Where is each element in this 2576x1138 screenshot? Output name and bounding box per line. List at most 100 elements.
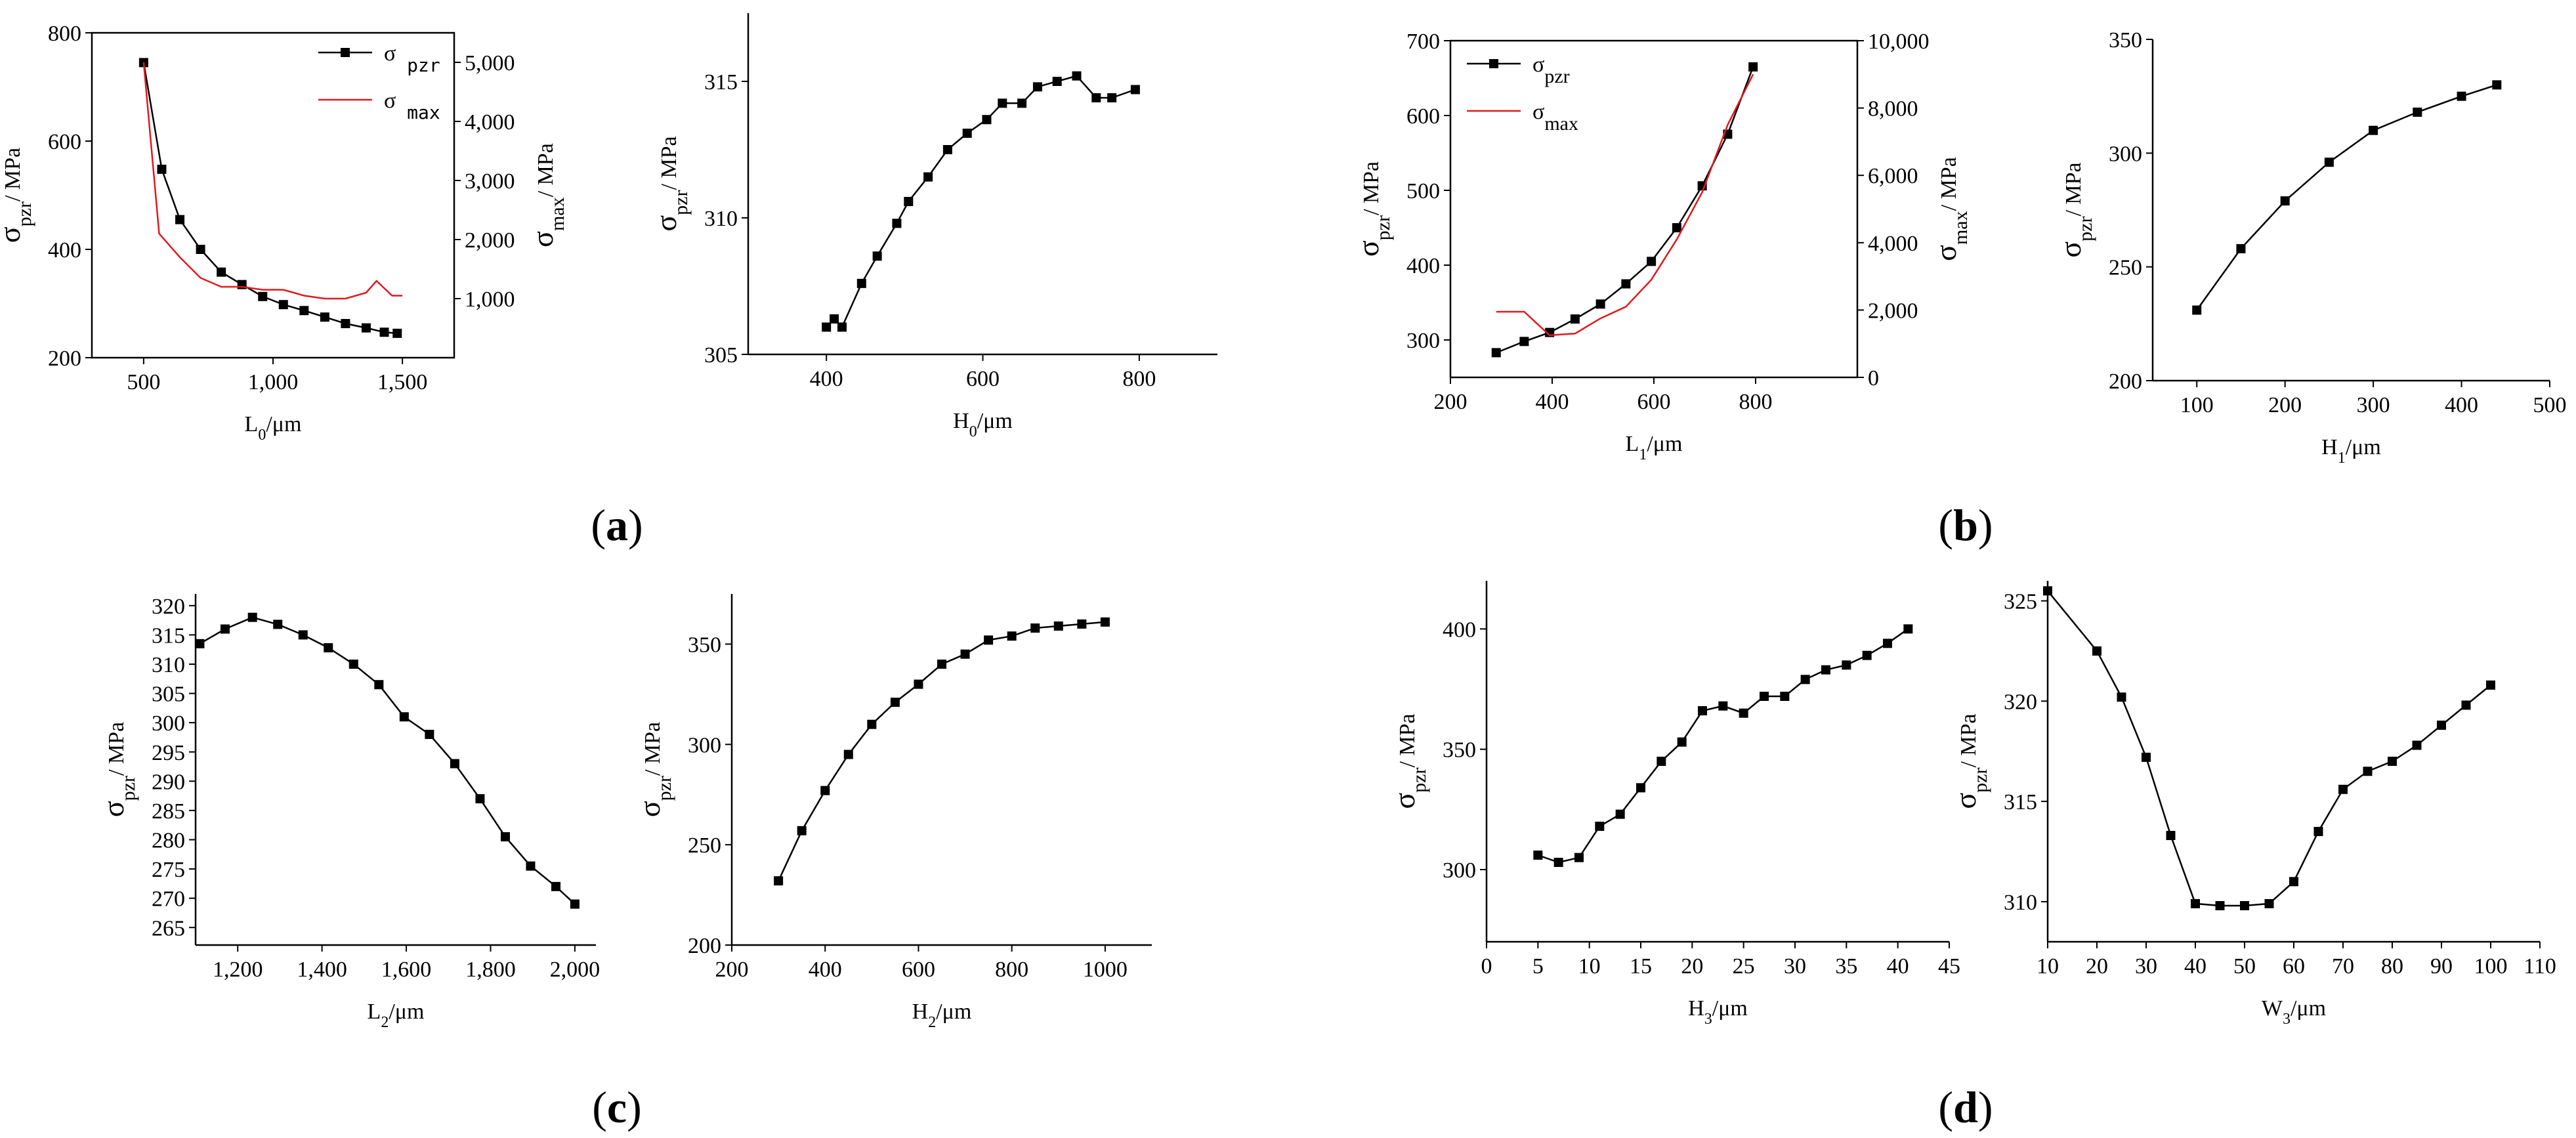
x-tick-label: 600 [1637, 390, 1671, 414]
legend-label: σ max [384, 89, 440, 123]
x-tick-label: 15 [1630, 954, 1652, 979]
charts-layer: 500 1,000 1,5002004006008001,0002,0003,000… [0, 13, 2567, 1031]
y2-tick-label: 10,000 [1868, 30, 1930, 54]
y-tick-label: 800 [48, 22, 81, 46]
chart-h0: 400 600 800 305 310 315 H0/μm σpzr/ MPa [649, 13, 1217, 440]
data-point [984, 635, 994, 645]
legend-marker [341, 48, 350, 57]
data-point [392, 328, 402, 338]
x-tick-label: 100 [2180, 393, 2214, 417]
data-point [348, 660, 358, 669]
data-point [872, 251, 882, 261]
series-line-sigma-max [1496, 74, 1754, 337]
x-tick-label: 800 [1122, 367, 1156, 391]
x-tick-label: 5 [1532, 954, 1544, 979]
y-axis-title: σpzr/ MPa [649, 136, 692, 231]
data-point [2363, 767, 2373, 776]
data-point [278, 300, 288, 310]
x-tick-label: 2,000 [550, 958, 601, 982]
data-point [175, 215, 185, 224]
data-point [774, 876, 784, 886]
y2-axis-title: σmax/ MPa [1929, 157, 1972, 261]
y-tick-label: 305 [152, 683, 185, 707]
x-tick-label: 50 [2233, 954, 2256, 979]
x-tick-label: 800 [995, 958, 1028, 982]
data-point [1533, 851, 1543, 860]
y-tick-label: 300 [688, 733, 721, 757]
legend-label: σmax [1532, 100, 1578, 135]
x-tick-label: 400 [810, 367, 843, 391]
data-point [2324, 158, 2334, 167]
x-tick-label: 1000 [1083, 958, 1128, 982]
data-point [1718, 701, 1728, 711]
chart-h1: 100 200 300 400 500 200 250 300 350 H1/μm σpzr/ MP… [2054, 28, 2567, 467]
data-point [2338, 784, 2348, 794]
y-tick-label: 400 [1406, 254, 1440, 278]
data-point [379, 327, 389, 337]
x-tick-label: 30 [2135, 954, 2157, 979]
y-tick-label: 270 [152, 887, 185, 912]
chart-h2: 200 400 600 800 1000 200 250 300 350 H2/μm σpzr/ M… [633, 594, 1152, 1031]
x-tick-label: 400 [2445, 393, 2478, 417]
x-tick-label: 600 [966, 367, 1000, 391]
data-point [2457, 91, 2466, 101]
data-point [2191, 898, 2200, 908]
data-point [425, 730, 434, 739]
legend-label: σ pzr [384, 41, 440, 76]
x-tick-label: 400 [809, 958, 842, 982]
x-tick-label: 40 [1887, 954, 1909, 979]
data-point [195, 639, 205, 648]
data-point [923, 172, 933, 182]
data-point [1862, 650, 1872, 660]
x-tick-label: 1,200 [213, 958, 263, 982]
y2-tick-label: 0 [1868, 366, 1879, 390]
x-tick-label: 500 [2533, 393, 2567, 417]
y-tick-label: 250 [688, 833, 721, 858]
y-tick-label: 250 [2109, 256, 2142, 280]
data-point [551, 881, 560, 891]
x-axis-title: H0/μm [953, 409, 1013, 440]
chart-h3: 0 5 10 15 20 25 30 35 40 45 300 350 400 H3/μm σpzr/ MP… [1387, 581, 1960, 1028]
x-tick-label: 25 [1733, 954, 1755, 979]
data-point [982, 115, 992, 125]
data-point [962, 129, 972, 138]
data-point [450, 759, 459, 769]
legend-label: σpzr [1532, 53, 1570, 87]
x-tick-label: 1,600 [381, 958, 432, 982]
y-axis-title: σpzr/ MPa [96, 722, 139, 817]
data-point [1030, 623, 1040, 633]
data-point [843, 749, 853, 759]
y-tick-label: 315 [2004, 790, 2037, 814]
y2-axis-title: σmax/ MPa [526, 143, 568, 247]
data-point [1595, 299, 1605, 309]
y-tick-label: 350 [688, 633, 721, 657]
y-tick-label: 325 [2004, 590, 2037, 614]
data-point [1032, 82, 1042, 92]
x-axis-title: L1/μm [1626, 432, 1683, 463]
x-tick-label: 45 [1938, 954, 1960, 979]
y-tick-label: 315 [152, 623, 185, 648]
series-line-sigma-pzr [826, 75, 1136, 329]
data-point [904, 197, 914, 207]
data-point [1657, 757, 1666, 766]
panel-label-a: (a) [591, 500, 643, 550]
x-tick-label: 20 [1681, 954, 1703, 979]
series-line-sigma-pzr [2196, 84, 2497, 311]
y-axis-title: σpzr/ MPa [0, 148, 35, 243]
data-point [1077, 619, 1087, 629]
data-point [2369, 125, 2378, 135]
x-tick-label: 10 [1578, 954, 1601, 979]
y2-tick-label: 1,000 [465, 287, 515, 312]
data-point [2412, 740, 2422, 750]
x-tick-label: 200 [1434, 390, 1467, 414]
y-tick-label: 600 [1406, 104, 1440, 129]
data-point [399, 712, 409, 722]
data-point [942, 145, 952, 154]
x-tick-label: 100 [2474, 954, 2508, 979]
data-point [2092, 646, 2101, 656]
data-point [914, 679, 923, 689]
y-tick-label: 310 [704, 207, 738, 231]
x-tick-label: 35 [1835, 954, 1857, 979]
data-point [1091, 93, 1101, 102]
y2-tick-label: 2,000 [465, 228, 515, 253]
